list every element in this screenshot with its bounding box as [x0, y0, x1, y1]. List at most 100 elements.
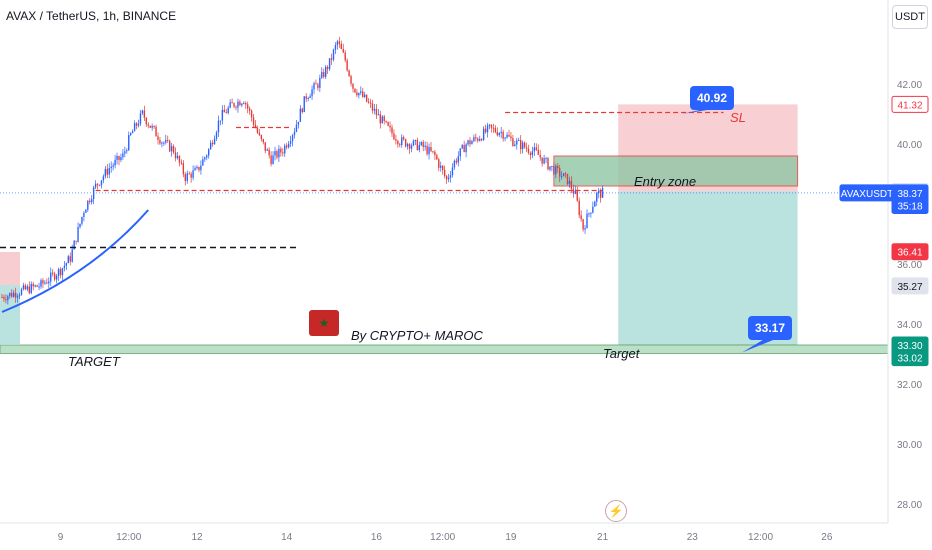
- candle-body: [165, 139, 167, 143]
- candle-body: [1, 297, 3, 298]
- candle-body: [580, 215, 582, 220]
- candle-body: [40, 280, 42, 287]
- candle-body: [182, 163, 185, 175]
- candle-body: [403, 137, 405, 140]
- candle-body: [319, 77, 321, 88]
- candle-body: [551, 165, 553, 167]
- candle-body: [572, 189, 575, 194]
- currency-button[interactable]: USDT: [892, 5, 928, 29]
- candle-body: [11, 292, 13, 297]
- candle-body: [14, 292, 17, 298]
- candle-body: [426, 145, 428, 155]
- candle-body: [237, 101, 239, 108]
- candle-body: [135, 123, 138, 126]
- candle-body: [30, 283, 32, 294]
- candle-body: [69, 256, 71, 262]
- candle-body: [200, 165, 202, 171]
- candle-body: [373, 108, 376, 111]
- candle-body: [176, 155, 179, 159]
- candle-body: [506, 134, 508, 138]
- candle-body: [59, 269, 62, 276]
- callout-top-value: 40.92: [697, 91, 727, 105]
- candle-body: [340, 43, 342, 50]
- candle-body: [436, 155, 438, 160]
- candle-body: [352, 83, 354, 89]
- candle-body: [520, 140, 522, 150]
- candle-body: [287, 143, 290, 148]
- candle-body: [599, 191, 602, 198]
- candle-body: [209, 142, 212, 150]
- candle-body: [108, 168, 110, 175]
- candle-body: [516, 140, 518, 145]
- candle-body: [457, 156, 459, 163]
- candle-body: [79, 223, 81, 228]
- candle-body: [387, 122, 389, 126]
- candle-body: [83, 212, 85, 217]
- candle-body: [350, 76, 352, 84]
- candle-body: [28, 286, 30, 294]
- callout-top: 40.92: [682, 86, 734, 114]
- candle-body: [358, 92, 360, 96]
- candle-body: [348, 70, 350, 77]
- candle-body: [180, 162, 183, 164]
- candle-body: [356, 92, 358, 96]
- candle-body: [537, 149, 539, 155]
- price-tag: 33.30: [897, 341, 922, 352]
- candle-body: [141, 110, 144, 114]
- candle-body: [321, 72, 323, 78]
- candle-body: [371, 103, 374, 111]
- price-tick: 40.00: [897, 140, 922, 151]
- candle-body: [211, 142, 214, 145]
- candle-body: [295, 124, 298, 132]
- callout-bottom-pointer: [742, 338, 778, 353]
- candle-body: [299, 108, 302, 122]
- candle-body: [502, 131, 504, 139]
- candle-body: [266, 149, 268, 151]
- candle-body: [110, 166, 112, 169]
- price-tag-bg: [891, 349, 929, 367]
- candle-body: [118, 155, 120, 161]
- candle-body: [13, 292, 15, 297]
- callout-bottom: 33.17: [742, 316, 792, 353]
- candle-body: [541, 157, 543, 164]
- candle-body: [336, 41, 339, 46]
- price-tick: 28.00: [897, 500, 922, 511]
- candle-body: [360, 91, 362, 93]
- time-tick: 14: [281, 532, 293, 543]
- candle-body: [233, 103, 235, 107]
- candle-body: [63, 265, 66, 269]
- candle-body: [479, 139, 481, 141]
- candle-body: [488, 124, 491, 126]
- candle-body: [36, 285, 38, 287]
- candle-body: [286, 145, 288, 148]
- time-tick: 12: [191, 532, 203, 543]
- flash-icon[interactable]: ⚡: [605, 500, 627, 522]
- candle-body: [566, 173, 569, 185]
- candle-body: [588, 213, 590, 215]
- candle-body: [241, 103, 243, 106]
- candle-body: [143, 110, 146, 118]
- symbol-title: AVAX / TetherUS, 1h, BINANCE: [6, 9, 177, 23]
- candle-body: [369, 102, 372, 104]
- candle-body: [527, 148, 530, 153]
- time-tick: 19: [505, 532, 517, 543]
- candle-body: [248, 108, 251, 111]
- time-tick: 12:00: [430, 532, 455, 543]
- candle-body: [26, 286, 29, 290]
- candle-body: [576, 190, 578, 201]
- candle-body: [44, 282, 46, 284]
- candle-body: [408, 144, 411, 149]
- candle-body: [325, 66, 327, 77]
- candle-body: [133, 123, 136, 132]
- candle-body: [3, 297, 5, 300]
- candle-body: [354, 88, 356, 93]
- candle-body: [157, 136, 159, 140]
- candle-body: [276, 151, 278, 158]
- sl-label: SL: [730, 110, 746, 125]
- candle-body: [227, 107, 229, 113]
- candle-body: [106, 168, 108, 175]
- entry-zone-label: Entry zone: [634, 174, 697, 189]
- candle-body: [453, 160, 456, 168]
- candle-body: [385, 120, 387, 123]
